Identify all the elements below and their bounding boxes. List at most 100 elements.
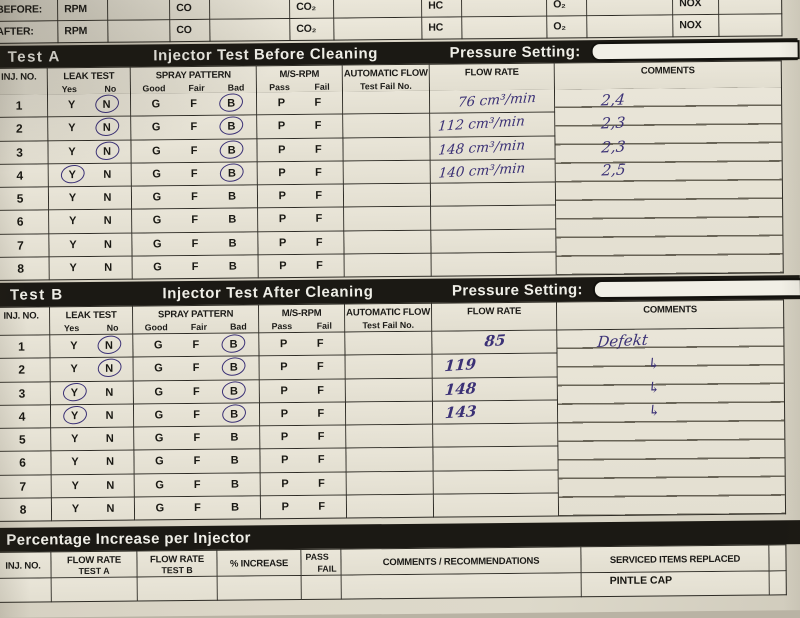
flow-rate-cell <box>433 423 559 448</box>
handwritten-flow-rate: 148 cm³/min <box>437 136 526 159</box>
option-G: G <box>155 502 165 515</box>
gas-field-label: HC <box>422 16 463 40</box>
col-spray-pattern: SPRAY PATTERN Good Fair Bad <box>130 65 258 95</box>
option-F: F <box>193 478 201 491</box>
gas-field-label: CO <box>170 0 211 20</box>
option-Y: Y <box>68 387 80 399</box>
option-P: P <box>280 361 288 374</box>
option-Y: Y <box>71 502 80 516</box>
col-inj-no: INJ. NO. <box>0 67 49 96</box>
option-N: N <box>101 145 113 157</box>
option-P: P <box>281 454 289 467</box>
option-N: N <box>103 215 112 228</box>
option-P: P <box>277 120 286 133</box>
automatic-flow-cell <box>345 401 434 426</box>
option-Y: Y <box>68 122 76 135</box>
automatic-flow-cell <box>346 424 434 449</box>
handwritten-comment: 2,4 <box>600 90 626 110</box>
flow-rate-cell: 112 cm³/min <box>430 112 556 138</box>
option-G: G <box>154 432 164 445</box>
automatic-flow-cell <box>342 90 431 115</box>
gas-value-cell <box>719 0 783 15</box>
option-N: N <box>106 502 115 515</box>
handwritten-comment: Defekt <box>596 330 649 351</box>
col-inj-no-: INJ. NO. <box>0 551 52 579</box>
pressure-setting-field-b <box>592 277 800 299</box>
partial-cell <box>137 576 218 602</box>
option-G: G <box>152 237 162 250</box>
option-P: P <box>280 431 289 444</box>
option-Y: Y <box>67 99 76 112</box>
option-B: B <box>225 98 237 110</box>
option-N: N <box>101 99 113 111</box>
option-B: B <box>225 121 237 133</box>
automatic-flow-cell <box>343 137 431 162</box>
pressure-setting-label-b: Pressure Setting: <box>451 280 584 300</box>
handwritten-comment: ↳ <box>646 354 662 374</box>
flow-rate-cell <box>433 493 560 518</box>
col-flow-rate: FLOW RATE TEST A <box>51 550 138 579</box>
option-P: P <box>280 407 289 421</box>
gas-value-cell <box>108 19 171 43</box>
flow-rate-cell <box>431 252 557 277</box>
gas-value-cell <box>210 0 291 20</box>
inj-no: 5 <box>0 428 52 453</box>
option-N: N <box>103 191 112 204</box>
col-spray-pattern: SPRAY PATTERN Good Fair Bad <box>133 304 260 335</box>
option-F: F <box>314 143 322 156</box>
option-P: P <box>278 236 287 249</box>
comments-cell: Defekt ↳ ↳ ↳ <box>557 328 787 517</box>
option-F: F <box>190 144 198 157</box>
gas-value-cell <box>334 17 423 41</box>
col-ms-rpm: M/S-RPM Pass Fail <box>259 303 346 334</box>
option-Y: Y <box>68 145 76 158</box>
option-B: B <box>226 144 238 156</box>
handwritten-flow-rate: 85 <box>483 331 507 351</box>
option-N: N <box>103 340 115 352</box>
flow-rate-cell <box>431 205 557 231</box>
inj-no: 3 <box>0 381 51 406</box>
gas-row-label: AFTER: <box>0 20 59 44</box>
inj-no: 7 <box>0 474 52 499</box>
option-N: N <box>105 432 114 445</box>
gas-value-cell <box>587 0 674 16</box>
inj-no: 5 <box>0 187 50 212</box>
inj-no: 3 <box>0 140 49 165</box>
option-F: F <box>190 98 198 111</box>
option-B: B <box>230 478 239 491</box>
option-N: N <box>106 456 115 469</box>
flow-rate-cell <box>430 182 557 207</box>
option-G: G <box>152 144 161 157</box>
option-N: N <box>106 479 115 492</box>
inj-no: 1 <box>0 94 49 119</box>
test-a-table: 1 Y N G F B P F 76 cm³/min 2 Y N G F B P F 112 cm³/min 3 Y N… <box>0 87 784 281</box>
option-F: F <box>191 237 199 250</box>
partial-cell <box>341 573 582 600</box>
option-Y: Y <box>69 410 81 422</box>
option-F: F <box>315 189 323 202</box>
col-comments: COMMENTS <box>557 299 785 331</box>
option-F: F <box>317 407 325 420</box>
col-inj-no: INJ. NO. <box>0 306 51 336</box>
option-F: F <box>315 259 323 272</box>
